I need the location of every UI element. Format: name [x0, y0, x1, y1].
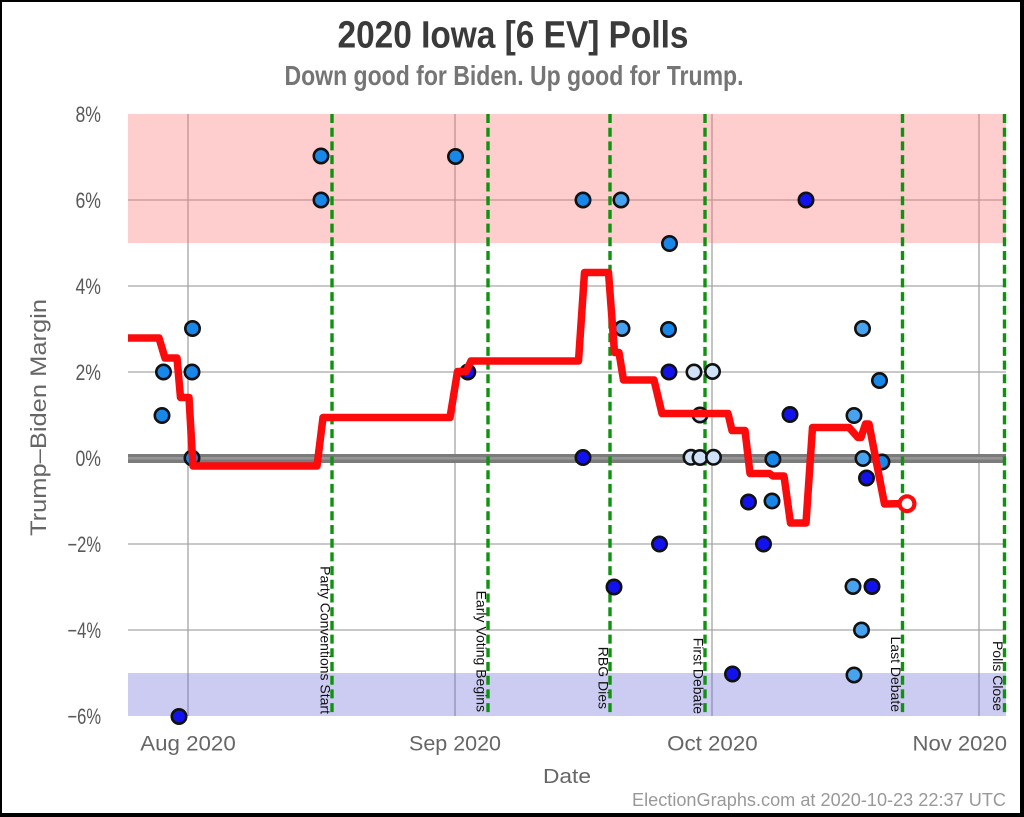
svg-text:2%: 2%: [76, 360, 102, 385]
svg-text:RBG Dies: RBG Dies: [595, 647, 611, 709]
svg-text:Oct 2020: Oct 2020: [667, 732, 758, 756]
svg-text:Party Conventions Start: Party Conventions Start: [317, 566, 333, 714]
svg-text:Nov 2020: Nov 2020: [913, 732, 1008, 756]
svg-text:−4%: −4%: [68, 618, 102, 643]
svg-text:Early Voting Begins: Early Voting Begins: [473, 591, 489, 712]
svg-text:Date: Date: [543, 765, 591, 788]
svg-text:Trump–Biden Margin: Trump–Biden Margin: [26, 299, 51, 536]
svg-text:Polls Close: Polls Close: [990, 641, 1006, 711]
svg-text:ElectionGraphs.com at 2020-10-: ElectionGraphs.com at 2020-10-23 22:37 U…: [632, 790, 1006, 810]
svg-text:Sep 2020: Sep 2020: [409, 732, 501, 756]
svg-text:−2%: −2%: [68, 532, 102, 557]
svg-text:Last Debate: Last Debate: [888, 637, 904, 713]
svg-text:Aug 2020: Aug 2020: [140, 732, 236, 756]
svg-text:0%: 0%: [76, 446, 102, 471]
svg-text:6%: 6%: [76, 188, 102, 213]
svg-text:−6%: −6%: [68, 704, 102, 729]
svg-text:Down good for Biden. Up good f: Down good for Biden. Up good for Trump.: [285, 60, 744, 91]
svg-text:2020 Iowa [6 EV] Polls: 2020 Iowa [6 EV] Polls: [338, 15, 689, 57]
svg-text:8%: 8%: [76, 102, 102, 127]
svg-text:First Debate: First Debate: [690, 638, 706, 714]
svg-text:4%: 4%: [76, 274, 102, 299]
